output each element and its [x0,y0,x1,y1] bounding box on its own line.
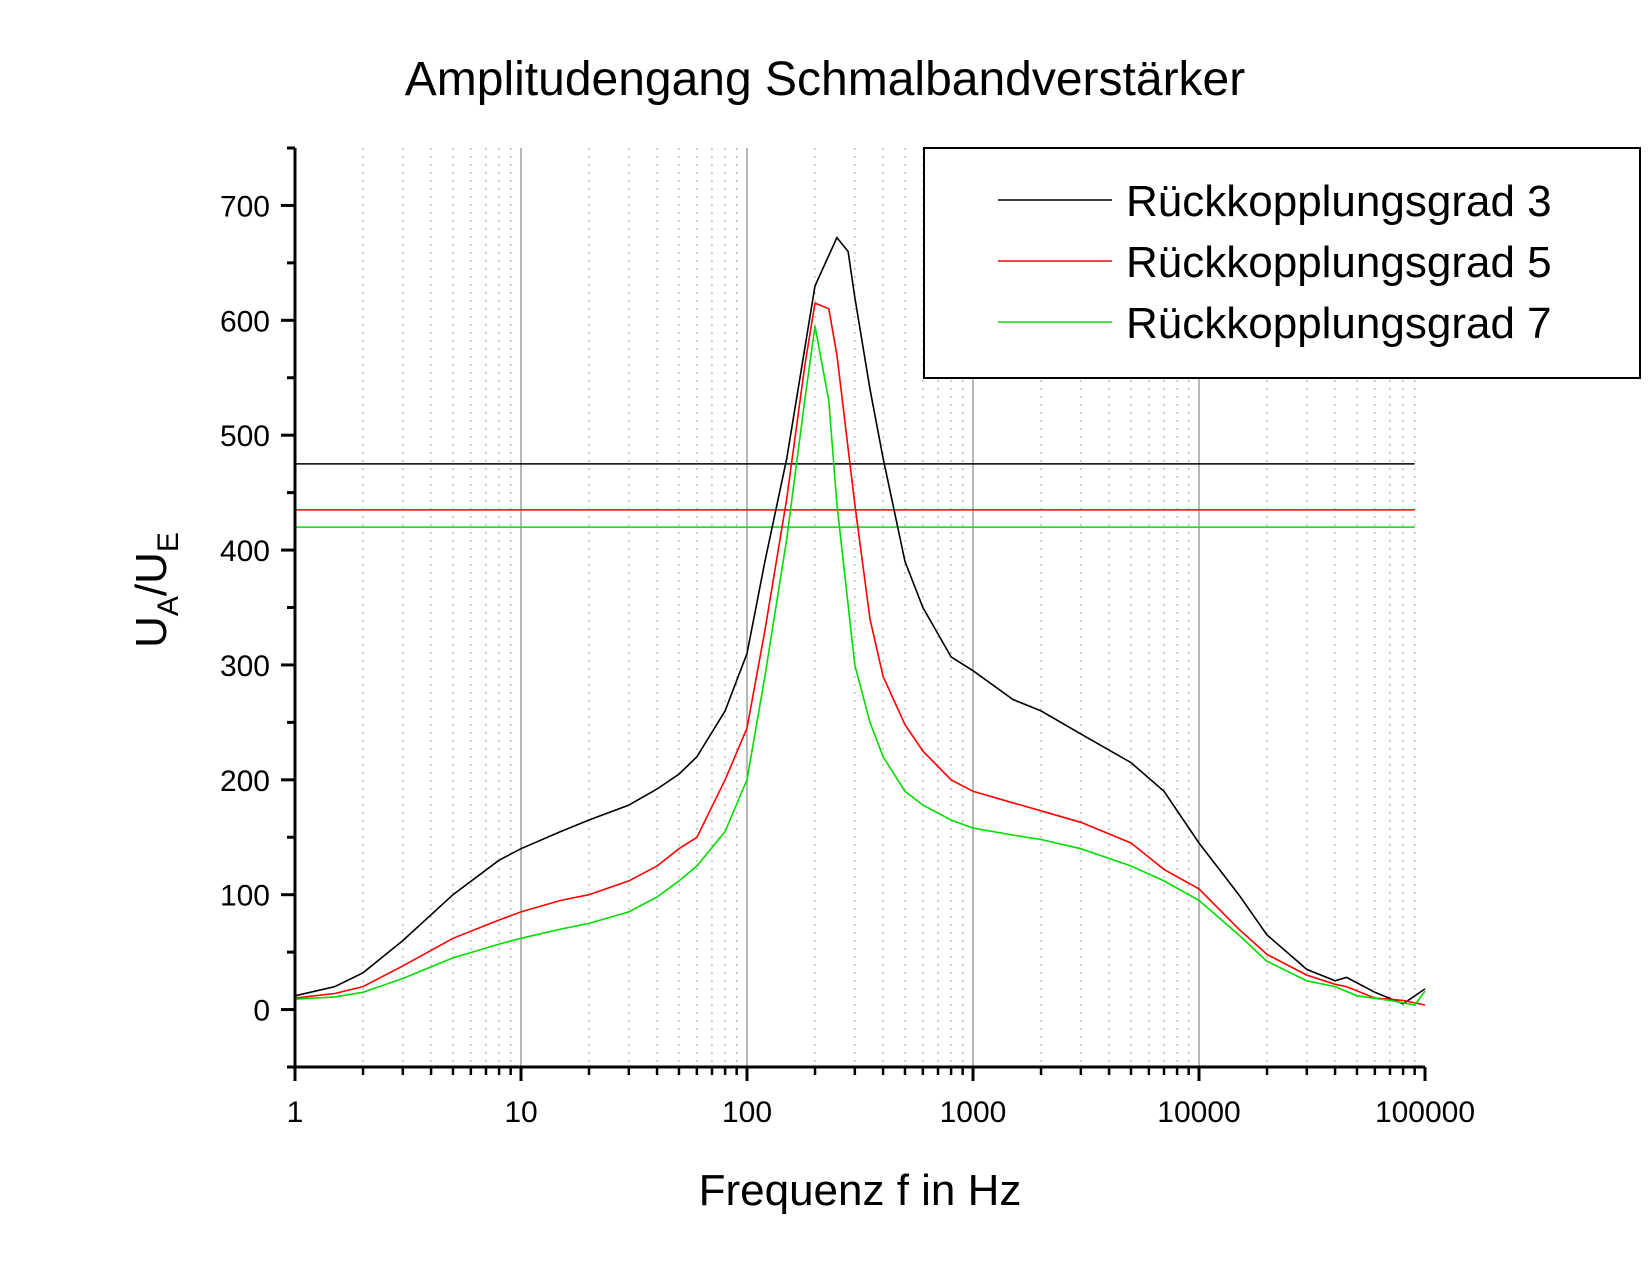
y-label-sub-e: E [152,532,185,552]
y-tick-label: 200 [220,765,270,798]
x-tick-label: 10 [504,1096,537,1129]
svg-text:UA/UE: UA/UE [127,532,185,648]
legend-label: Rückkopplungsgrad 7 [1126,299,1552,348]
x-tick-label: 1000 [940,1096,1007,1129]
chart-title: Amplitudengang Schmalbandverstärker [405,53,1245,106]
legend-label: Rückkopplungsgrad 3 [1126,177,1552,226]
y-tick-label: 500 [220,420,270,453]
legend-box [923,147,1641,379]
y-label-u: U [127,616,176,648]
series-line-1 [294,236,1426,1005]
y-tick-label: 400 [220,535,270,568]
series-line-2 [294,301,1426,1006]
x-tick-label: 100 [722,1096,772,1129]
y-tick-label: 0 [253,995,270,1028]
series-lines [294,236,1426,1006]
x-tick-label: 10000 [1157,1096,1240,1129]
legend-label: Rückkopplungsgrad 5 [1126,238,1552,287]
ticks: 1 10 100 1000 10000 100000 0 100 200 300 400 500 600… [220,146,1475,1129]
y-label-sub-a: A [152,596,185,616]
y-tick-label: 100 [220,880,270,913]
y-tick-label: 300 [220,650,270,683]
x-tick-label: 1 [287,1096,304,1129]
series-line-3 [294,325,1426,1006]
y-tick-label: 600 [220,305,270,338]
legend: Rückkopplungsgrad 3 Rückkopplungsgrad 5 Rü… [923,147,1641,379]
y-tick-label: 700 [220,190,270,223]
y-axis-label: UA/UE [127,532,185,648]
x-tick-label: 100000 [1375,1096,1475,1129]
y-label-slash-u: /U [127,552,176,596]
x-axis-label: Frequenz f in Hz [699,1166,1022,1215]
